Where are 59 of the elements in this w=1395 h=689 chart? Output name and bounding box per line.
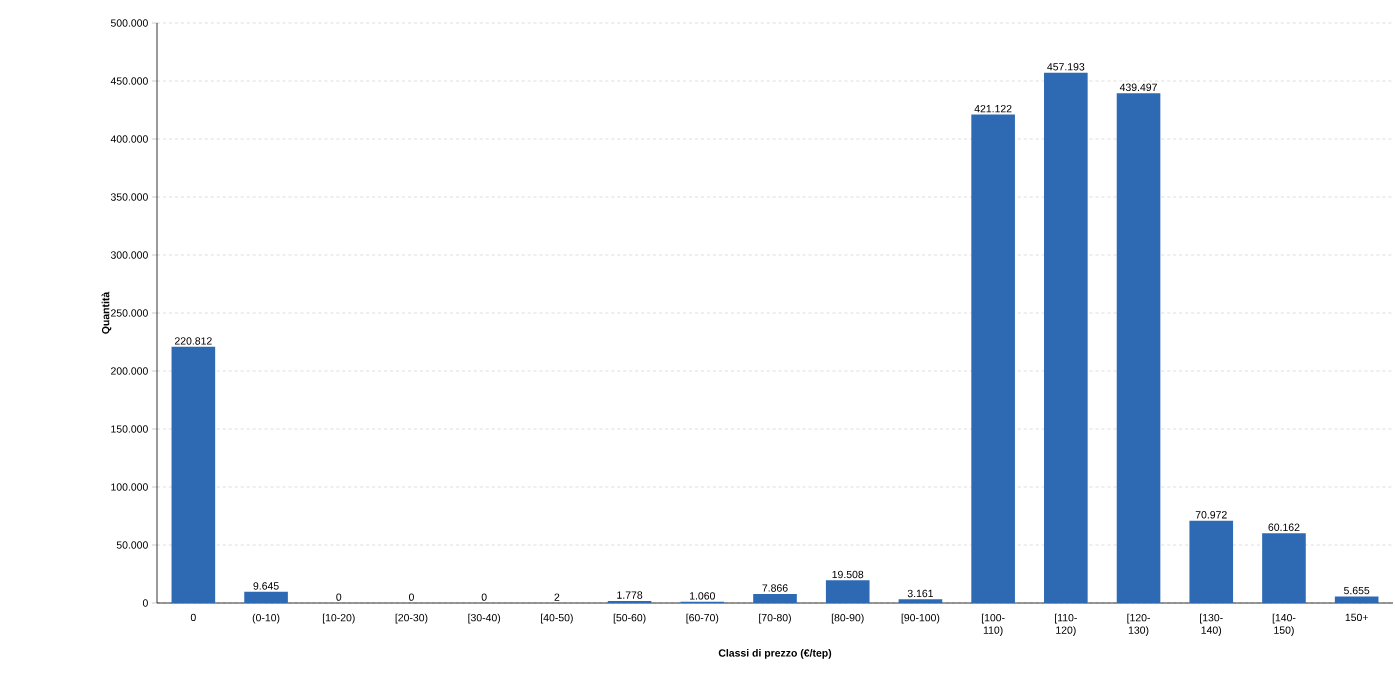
data-label: 220.812	[174, 337, 212, 345]
x-tick-label: [140-150)	[1272, 613, 1296, 636]
x-tick-label: [130-140)	[1200, 613, 1223, 636]
bar	[825, 580, 870, 603]
x-tick-label: [20-30)	[395, 613, 428, 624]
data-label: 9.645	[253, 582, 279, 590]
x-tick-label: [40-50)	[541, 613, 573, 624]
x-axis-title: Classi di prezzo (€/tep)	[718, 649, 832, 659]
data-label: 70.972	[1195, 511, 1227, 519]
bar	[1189, 520, 1234, 603]
x-tick-label: [110-120)	[1055, 613, 1077, 636]
bar	[971, 114, 1015, 603]
y-tick-label: 150.000	[111, 425, 148, 433]
y-axis-title: Quantità	[101, 291, 112, 334]
data-label: 421.122	[974, 105, 1012, 113]
x-tick-label: [100-110)	[981, 613, 1005, 636]
data-label: 1.060	[690, 592, 715, 600]
bar	[1044, 72, 1088, 603]
bar	[607, 600, 652, 603]
data-label: 457.193	[1047, 63, 1085, 71]
y-tick-label: 200.000	[111, 367, 148, 375]
x-tick-label: [120-130)	[1127, 613, 1150, 636]
x-tick-label: 0	[190, 613, 196, 622]
x-tick-label: [10-20)	[322, 613, 355, 624]
y-tick-label: 250.000	[111, 309, 148, 317]
data-label: 7.866	[762, 584, 788, 592]
bar	[171, 346, 216, 603]
y-tick-label: 100.000	[111, 483, 148, 491]
data-label: 3.161	[907, 589, 933, 598]
x-tick-label: [80-90)	[831, 613, 864, 624]
bar	[753, 593, 797, 603]
y-tick-label: 0	[142, 599, 148, 607]
x-tick-label: [60-70)	[686, 613, 719, 624]
bar	[1116, 93, 1161, 603]
data-label: 5.655	[1343, 586, 1370, 595]
data-label: 1.778	[617, 591, 643, 599]
y-tick-label: 300.000	[110, 251, 148, 259]
y-tick-label: 350.000	[110, 193, 148, 201]
bar	[1262, 533, 1306, 603]
y-tick-label: 500.000	[110, 19, 148, 27]
data-label: 0	[481, 593, 487, 601]
x-tick-label: [30-40)	[468, 613, 501, 624]
bar	[244, 591, 288, 603]
x-tick-label: [50-60)	[613, 613, 646, 624]
y-tick-label: 450.000	[110, 77, 148, 85]
bar	[898, 599, 943, 603]
data-label: 439.497	[1119, 83, 1157, 91]
bar	[1334, 596, 1379, 603]
y-tick-label: 400.000	[110, 135, 148, 143]
x-tick-label: [90-100)	[901, 613, 940, 624]
y-tick-label: 50.000	[116, 541, 148, 549]
data-label: 2	[554, 593, 560, 601]
data-label: 60.162	[1268, 523, 1300, 532]
data-label: 0	[408, 593, 414, 601]
x-tick-label: (0-10)	[252, 613, 280, 624]
x-tick-label: [70-80)	[759, 613, 791, 624]
data-label: 19.508	[832, 570, 864, 579]
x-tick-label: 150+	[1345, 613, 1368, 622]
data-label: 0	[336, 593, 342, 601]
